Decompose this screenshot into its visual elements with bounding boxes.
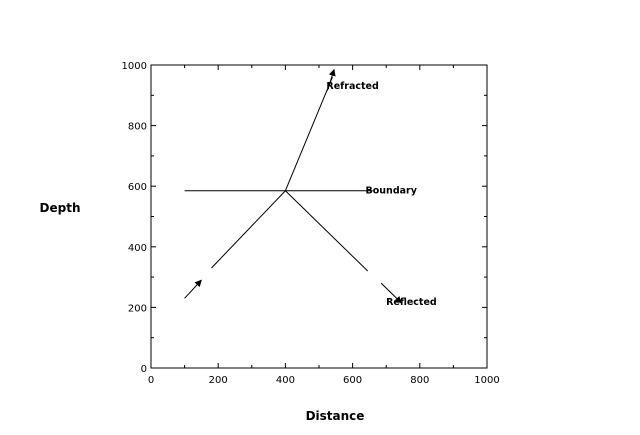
tick-labels: 0 200 400 600 800 1000 0 200 400 600 800 1000 [122, 61, 500, 386]
incident-arrow [184, 279, 202, 299]
refracted-arrow [326, 68, 336, 91]
y-tick-label-3: 600 [128, 182, 147, 193]
annotations: Refracted Boundary Reflected [326, 81, 436, 308]
x-tick-label-5: 1000 [474, 375, 499, 386]
y-tick-label-2: 400 [128, 243, 147, 254]
annotation-boundary: Boundary [366, 186, 418, 197]
x-tick-label-3: 600 [343, 375, 362, 386]
y-tick-label-5: 1000 [122, 61, 147, 72]
series-layer [184, 68, 402, 304]
x-tick-label-0: 0 [148, 375, 154, 386]
y-axis-title: Depth [40, 201, 81, 215]
x-tick-label-1: 200 [209, 375, 228, 386]
ticks [150, 64, 488, 369]
incident-ray [211, 190, 286, 269]
x-axis-title: Distance [306, 409, 365, 423]
x-tick-label-2: 400 [276, 375, 295, 386]
reflected-arrow [380, 282, 402, 304]
x-tick-label-4: 800 [410, 375, 429, 386]
y-tick-label-1: 200 [128, 303, 147, 314]
refracted-ray [284, 76, 333, 191]
y-tick-label-0: 0 [141, 364, 147, 375]
reflected-ray [285, 190, 369, 272]
annotation-refracted: Refracted [326, 81, 378, 92]
annotation-reflected: Reflected [386, 297, 437, 308]
y-tick-label-4: 800 [128, 122, 147, 133]
